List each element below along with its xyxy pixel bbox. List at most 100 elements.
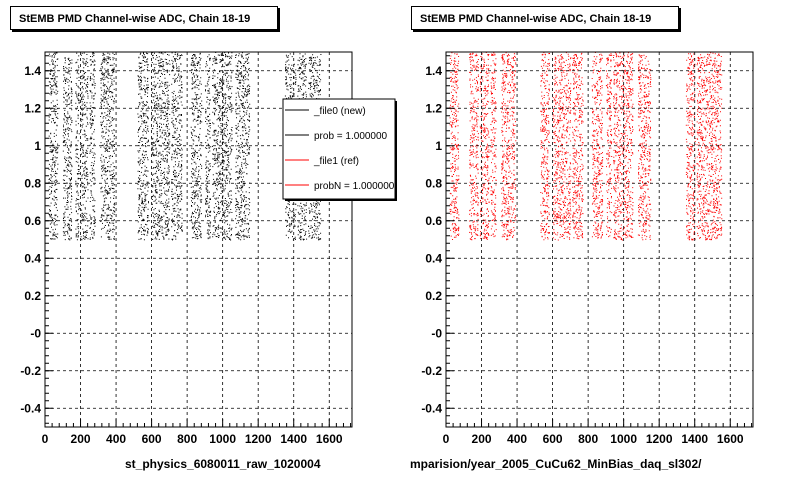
data-band [685,53,696,241]
data-band [171,52,183,241]
left-chart-panel: 0 200 400 600 800 1000 1200 1400 1600 -0.4 -0.2 -0 0… [20,51,353,446]
data-point [707,52,723,241]
x-tick-label: 400 [507,432,527,446]
y-tick-label: -0.2 [20,364,41,378]
data-band [100,52,116,241]
data-point [80,52,89,241]
plot-frame [445,51,754,428]
data-band [707,52,723,241]
x-tick-label: 0 [443,432,450,446]
data-point [572,52,584,240]
data-point [552,52,572,241]
x-tick-label: 0 [42,432,49,446]
legend-entry-label: _file1 (ref) [313,156,359,167]
x-tick-label: 1000 [610,432,637,446]
y-tick-label: 0.4 [24,251,41,265]
data-point [62,57,73,241]
data-band [212,52,224,238]
legend-entry-label: prob = 1.000000 [314,131,388,142]
x-tick-label: 1000 [209,432,236,446]
data-point [222,52,233,241]
data-band [572,52,584,240]
legend-entry-label: probN = 1.000000 [314,181,395,192]
data-point [204,54,212,240]
series-0-points [449,52,723,241]
data-point [75,52,80,241]
data-point [696,54,709,241]
data-point [479,52,490,240]
legend: _file0 (new) prob = 1.000000 _file1 (ref) p… [282,98,397,201]
data-point [137,52,149,241]
data-point [490,52,497,238]
x-tick-label: 600 [142,432,162,446]
data-point [591,52,604,239]
x-tick-label: 400 [106,432,126,446]
data-point [637,54,652,241]
legend-box [282,98,396,200]
right-chart-panel: 0 200 400 600 800 1000 1200 1400 1600 -0.4 -0.2 -0 0… [421,51,754,446]
data-band [613,52,625,241]
data-point [449,52,460,240]
data-band [137,52,149,241]
data-point [100,52,116,241]
x-tick-label: 1600 [316,432,343,446]
data-point [89,52,96,240]
data-band [204,54,212,240]
x-tick-label: 800 [177,432,197,446]
y-tick-label: 1.2 [24,101,41,115]
data-band [48,52,59,240]
data-band [449,52,460,240]
data-band [637,54,652,241]
y-tick-label: 1.2 [425,101,442,115]
data-band [89,52,96,240]
data-point [685,53,696,241]
y-tick-label: 1.4 [24,64,41,78]
y-tick-label: -0.4 [421,401,442,415]
data-point [235,52,251,241]
y-tick-label: -0 [431,326,442,340]
data-band [605,53,613,238]
data-band [623,52,634,239]
data-point [605,53,613,238]
x-tick-label: 1200 [245,432,272,446]
y-tick-label: 1 [34,139,41,153]
y-tick-label: -0.4 [20,401,41,415]
data-point [540,52,550,241]
left-file-label: st_physics_6080011_raw_1020004 [125,457,321,471]
data-band [62,57,73,241]
x-tick-label: 600 [543,432,563,446]
legend-entry-label: _file0 (new) [313,106,366,117]
y-tick-label: 0.6 [24,214,41,228]
x-tick-label: 200 [71,432,91,446]
y-tick-label: 1 [435,139,442,153]
data-band [222,52,233,241]
y-tick-label: 0.2 [24,289,41,303]
data-band [696,54,709,241]
y-tick-label: 0.8 [425,176,442,190]
data-band [235,52,251,241]
left-chart-title: StEMB PMD Channel-wise ADC, Chain 18-19 [10,6,278,30]
data-point [190,52,203,240]
y-tick-label: 0.2 [425,289,442,303]
data-point [613,52,625,241]
y-tick-label: 0.4 [425,251,442,265]
data-band [552,52,572,241]
data-point [623,52,634,239]
y-tick-label: -0 [30,326,41,340]
data-point [171,52,183,241]
x-tick-label: 200 [472,432,492,446]
x-tick-label: 1200 [646,432,673,446]
data-band [75,52,80,241]
series-0-points [48,52,322,241]
data-band [80,52,89,241]
right-file-label: mparision/year_2005_CuCu62_MinBias_daq_s… [410,457,702,471]
y-tick-label: -0.2 [421,364,442,378]
y-tick-label: 1.4 [425,64,442,78]
data-band [591,52,604,239]
y-tick-label: 0.6 [425,214,442,228]
x-tick-label: 800 [578,432,598,446]
x-tick-label: 1600 [717,432,744,446]
data-point [212,52,224,238]
data-point [469,52,479,241]
data-band [490,52,497,238]
